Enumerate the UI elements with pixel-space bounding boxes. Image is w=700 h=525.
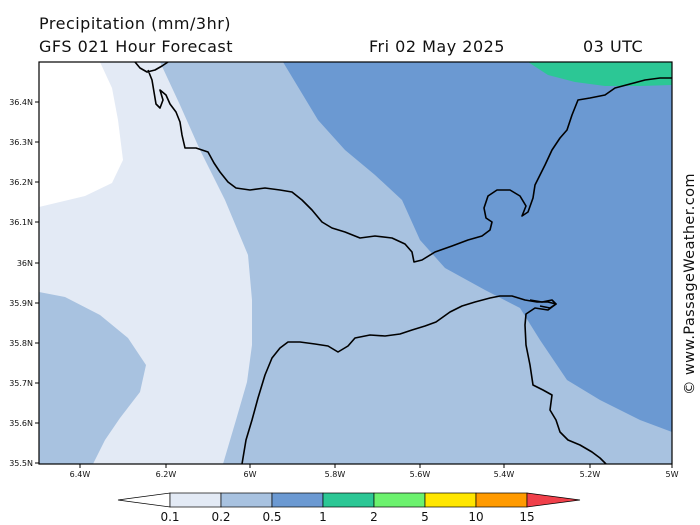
legend-label: 15 — [519, 510, 534, 524]
legend-swatch-above-15 — [526, 492, 581, 508]
y-tick: 36.2N — [9, 178, 39, 187]
y-tick-label: 35.8N — [9, 339, 33, 348]
x-tick: 6.4W — [70, 464, 91, 479]
legend-label: 0.2 — [211, 510, 230, 524]
x-tick-label: 6W — [244, 470, 257, 479]
x-tick-label: 5W — [666, 470, 679, 479]
y-tick: 36.1N — [9, 218, 39, 227]
y-tick: 35.6N — [9, 419, 39, 428]
colorbar-legend: 0.1 0.2 0.5 1 2 5 10 15 — [117, 492, 581, 524]
precip-band-below-0.1 — [39, 62, 123, 207]
y-tick-label: 36N — [17, 259, 33, 268]
y-tick: 36N — [17, 259, 39, 268]
y-tick-label: 35.5N — [9, 459, 33, 468]
x-tick-label: 5.8W — [325, 470, 346, 479]
x-tick-label: 5.4W — [494, 470, 515, 479]
x-tick-label: 6.4W — [70, 470, 91, 479]
legend-swatch-5-10 — [424, 492, 477, 508]
x-tick-label: 5.6W — [410, 470, 431, 479]
legend-label: 2 — [370, 510, 378, 524]
coastline-spain — [134, 62, 672, 263]
y-tick: 36.4N — [9, 98, 39, 107]
legend-label: 1 — [319, 510, 327, 524]
legend-swatch-1-2 — [322, 492, 375, 508]
forecast-subtitle: GFS 021 Hour Forecast — [39, 37, 234, 56]
y-tick-label: 36.3N — [9, 138, 33, 147]
legend-swatch-2-5 — [373, 492, 426, 508]
legend-swatch-0.2-0.5 — [220, 492, 273, 508]
forecast-time: 03 UTC — [583, 37, 644, 56]
legend-swatch-0.5-1 — [271, 492, 324, 508]
legend-swatch-0.1-0.2 — [169, 492, 222, 508]
legend-label: 0.5 — [262, 510, 281, 524]
site-credit: © www.PassageWeather.com — [682, 173, 698, 395]
x-tick-label: 6.2W — [156, 470, 177, 479]
y-tick: 36.3N — [9, 138, 39, 147]
x-tick: 5W — [666, 464, 679, 479]
x-tick: 5.4W — [494, 464, 515, 479]
longitude-axis: 6.4W 6.2W 6W 5.8W 5.6W 5.4W 5.2W 5W — [70, 464, 679, 479]
legend-swatch-10-15 — [475, 492, 528, 508]
y-tick-label: 35.9N — [9, 299, 33, 308]
precip-field — [39, 62, 672, 464]
y-tick: 35.8N — [9, 339, 39, 348]
x-tick: 6.2W — [156, 464, 177, 479]
y-tick-label: 36.2N — [9, 178, 33, 187]
y-tick: 35.9N — [9, 299, 39, 308]
latitude-axis: 36.4N 36.3N 36.2N 36.1N 36N 35.9N 35.8N … — [9, 98, 39, 468]
y-tick-label: 35.6N — [9, 419, 33, 428]
y-tick: 35.7N — [9, 379, 39, 388]
forecast-date: Fri 02 May 2025 — [369, 37, 505, 56]
precip-band-0.2-0.5-sw — [39, 292, 146, 464]
y-tick-label: 35.7N — [9, 379, 33, 388]
y-tick: 35.5N — [9, 459, 39, 468]
legend-swatch-below-0.1 — [117, 492, 171, 508]
legend-label: 0.1 — [160, 510, 179, 524]
coastline-ceuta — [529, 299, 557, 309]
y-tick-label: 36.1N — [9, 218, 33, 227]
x-tick: 5.8W — [325, 464, 346, 479]
y-tick-label: 36.4N — [9, 98, 33, 107]
coastline-morocco — [241, 295, 607, 464]
x-tick: 6W — [244, 464, 257, 479]
legend-label: 10 — [468, 510, 483, 524]
x-tick: 5.6W — [410, 464, 431, 479]
map-title: Precipitation (mm/3hr) — [39, 14, 232, 33]
x-tick-label: 5.2W — [580, 470, 601, 479]
legend-label: 5 — [421, 510, 429, 524]
x-tick: 5.2W — [580, 464, 601, 479]
coastline — [134, 62, 672, 464]
precip-band-1-2 — [528, 62, 672, 86]
precip-band-0.5-1 — [283, 62, 672, 432]
